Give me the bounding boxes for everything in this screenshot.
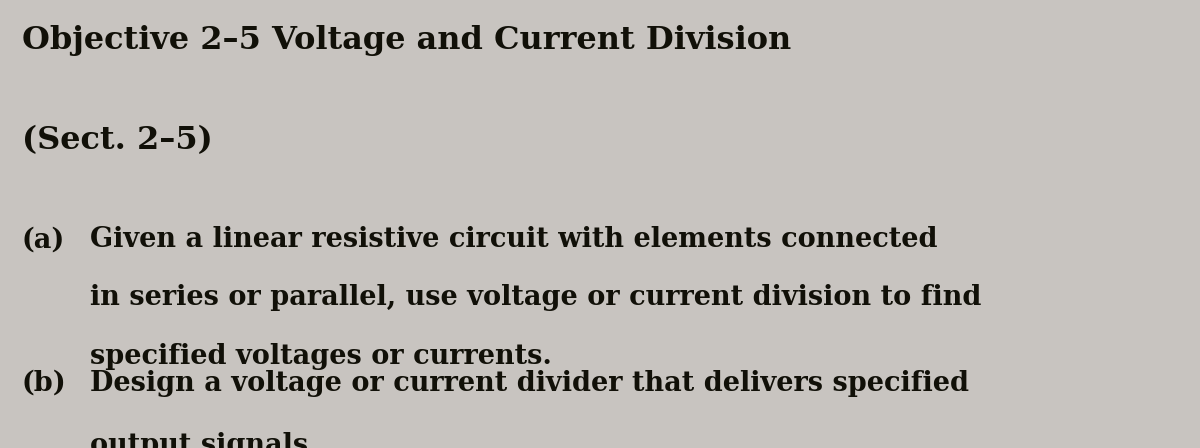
Text: in series or parallel, use voltage or current division to find: in series or parallel, use voltage or cu… bbox=[90, 284, 982, 311]
Text: output signals.: output signals. bbox=[90, 432, 318, 448]
Text: Objective 2–5 Voltage and Current Division: Objective 2–5 Voltage and Current Divisi… bbox=[22, 25, 791, 56]
Text: specified voltages or currents.: specified voltages or currents. bbox=[90, 343, 552, 370]
Text: (b): (b) bbox=[22, 370, 66, 396]
Text: (Sect. 2–5): (Sect. 2–5) bbox=[22, 125, 212, 156]
Text: Given a linear resistive circuit with elements connected: Given a linear resistive circuit with el… bbox=[90, 226, 937, 253]
Text: Design a voltage or current divider that delivers specified: Design a voltage or current divider that… bbox=[90, 370, 970, 396]
Text: (a): (a) bbox=[22, 226, 65, 253]
